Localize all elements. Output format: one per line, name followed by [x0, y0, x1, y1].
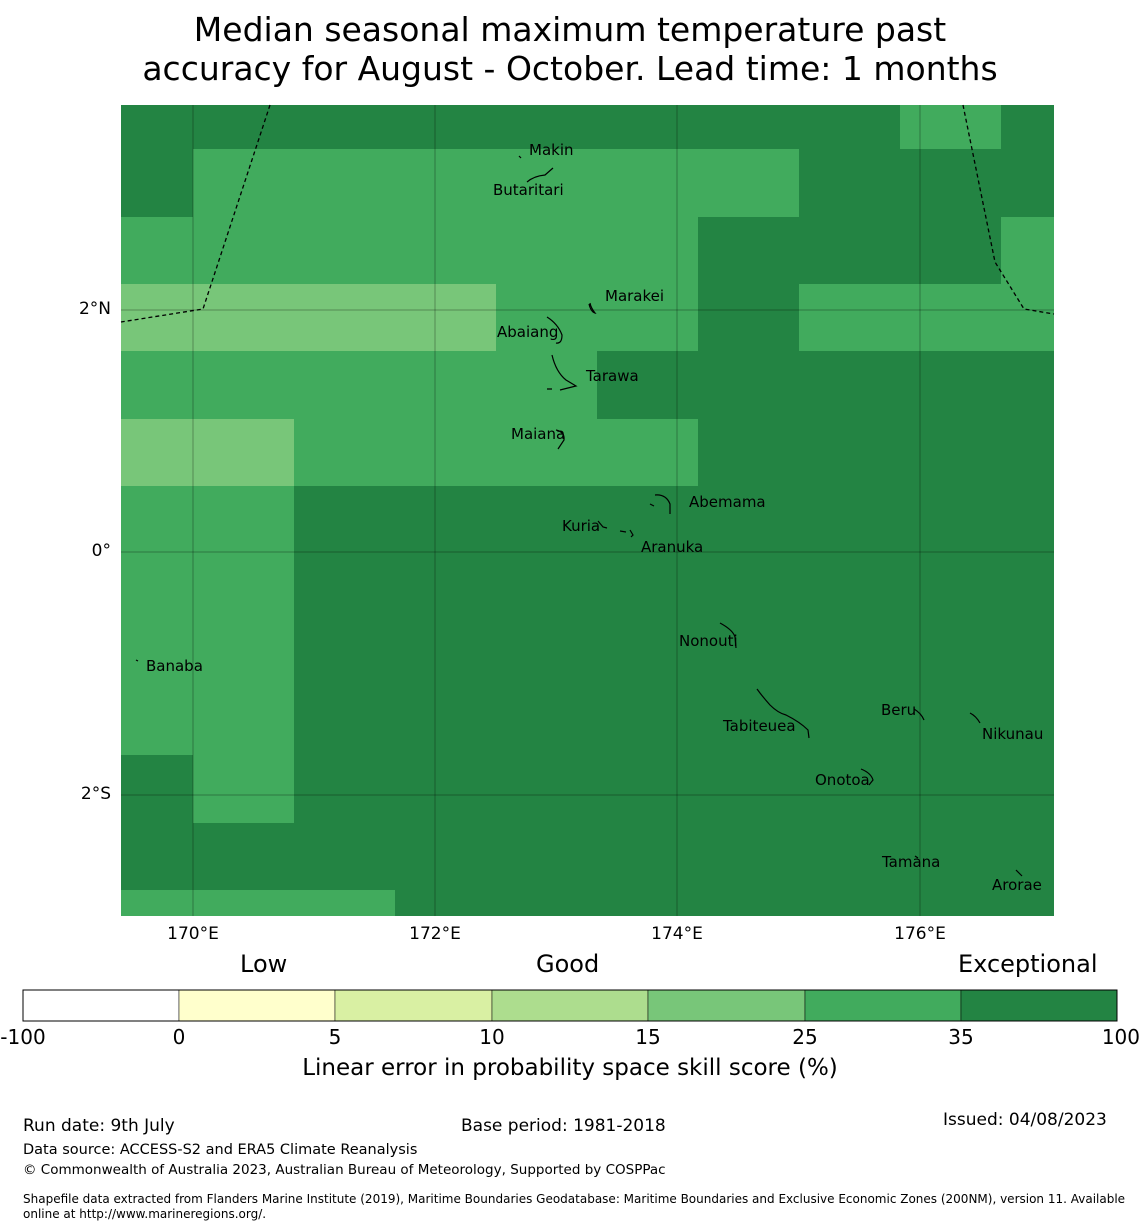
grid-cell [121, 351, 597, 419]
colorbar-tick-label: 35 [948, 1025, 974, 1049]
island-banaba [135, 659, 139, 662]
place-label: Aranuka [641, 538, 703, 556]
shapefile-credit-line-1: Shapefile data extracted from Flanders M… [23, 1192, 1126, 1206]
island-labels: Makin Butaritari Marakei Abaiang Tarawa … [146, 141, 1043, 894]
colorbar-bin [178, 989, 336, 1022]
x-tick-label: 176°E [894, 924, 946, 944]
issued-date: Issued: 04/08/2023 [943, 1110, 1107, 1130]
place-label: Marakei [605, 287, 664, 305]
eez-boundary-east [962, 104, 1055, 315]
island-maiana [555, 429, 565, 450]
graticule [121, 105, 1054, 916]
place-label: Makin [529, 141, 574, 159]
x-tick-label: 170°E [167, 924, 219, 944]
copyright: © Commonwealth of Australia 2023, Austra… [23, 1162, 666, 1178]
grid-cell [121, 217, 698, 284]
grid-cell [193, 755, 294, 823]
grid-cell [294, 419, 698, 486]
place-label: Butaritari [493, 181, 564, 199]
map-title: Median seasonal maximum temperature past… [0, 10, 1140, 88]
colorbar-tick-label: 5 [328, 1025, 342, 1049]
island-aranuka [619, 529, 634, 538]
run-date: Run date: 9th July [23, 1116, 175, 1136]
place-label: Tamana [881, 853, 940, 871]
colorbar-bin [647, 989, 806, 1022]
island-tabiteuea [756, 688, 810, 739]
island-nonouti [719, 622, 737, 649]
grid-cell [121, 486, 294, 755]
island-beru [913, 708, 925, 721]
place-label: Abaiang [497, 323, 558, 341]
title-line-2: accuracy for August - October. Lead time… [142, 49, 998, 88]
colorbar-tick-label: 15 [635, 1025, 661, 1049]
grid-cell [496, 284, 698, 351]
island-kuria [597, 520, 608, 529]
grid-cell [121, 419, 294, 486]
base-period: Base period: 1981-2018 [461, 1116, 666, 1136]
data-source: Data source: ACCESS-S2 and ERA5 Climate … [23, 1142, 418, 1158]
colorbar-bin [804, 989, 962, 1022]
eez-boundary-west [120, 104, 271, 323]
legend-category-exceptional: Exceptional [958, 950, 1098, 978]
place-label: Nikunau [982, 725, 1043, 743]
grid-cell [121, 890, 395, 916]
legend-category-good: Good [536, 950, 600, 978]
place-label: Onotoa [815, 771, 870, 789]
colorbar-tick-label: -100 [0, 1025, 46, 1049]
y-tick-label: 0° [91, 541, 111, 561]
shapefile-credit-line-2: online at http://www.marineregions.org/. [23, 1207, 267, 1221]
legend-category-low: Low [240, 950, 288, 978]
island-tamana [914, 855, 919, 859]
place-label: Abemama [689, 493, 766, 511]
colorbar-bin [334, 989, 493, 1022]
colorbar-bin [22, 989, 180, 1022]
place-label: Beru [881, 701, 916, 719]
grid-cell [193, 149, 799, 217]
skill-grid-cells [121, 105, 1054, 916]
x-tick-label: 172°E [409, 924, 461, 944]
grid-cell [799, 284, 1054, 351]
eez-boundaries [120, 104, 1055, 323]
grid-cell [1001, 217, 1054, 284]
y-tick-label: 2°N [78, 299, 111, 319]
title-line-1: Median seasonal maximum temperature past [193, 10, 947, 49]
colorbar-frame [22, 989, 1118, 1022]
colorbar-bin [960, 989, 1118, 1022]
x-tick-label: 174°E [651, 924, 703, 944]
colorbar [22, 989, 1118, 1022]
island-makin [518, 155, 522, 159]
colorbar-label: Linear error in probability space skill … [302, 1055, 838, 1081]
place-label: Tarawa [585, 367, 639, 385]
place-label: Maiana [511, 425, 565, 443]
island-nikunau [969, 712, 981, 724]
island-abaiang [546, 316, 563, 344]
colorbar-tick-label: 10 [479, 1025, 505, 1049]
colorbar-bin [491, 989, 649, 1022]
island-marakei [588, 302, 597, 315]
place-label: Kuria [562, 517, 600, 535]
colorbar-tick-label: 0 [172, 1025, 186, 1049]
grid-cell [900, 105, 1001, 149]
island-outlines [135, 155, 1023, 877]
y-tick-label: 2°S [80, 784, 111, 804]
place-label: Tabiteuea [722, 717, 796, 735]
place-label: Arorae [992, 876, 1042, 894]
place-label: Banaba [146, 657, 203, 675]
colorbar-tick-label: 25 [792, 1025, 818, 1049]
place-label: Nonouti [679, 632, 738, 650]
colorbar-tick-label: 100 [1101, 1025, 1140, 1049]
island-butaritari [526, 167, 554, 183]
island-onotoa [860, 768, 874, 786]
island-arorae [1015, 869, 1023, 877]
grid-cell [121, 284, 496, 351]
island-tarawa [547, 354, 578, 391]
island-abemama [649, 494, 671, 514]
